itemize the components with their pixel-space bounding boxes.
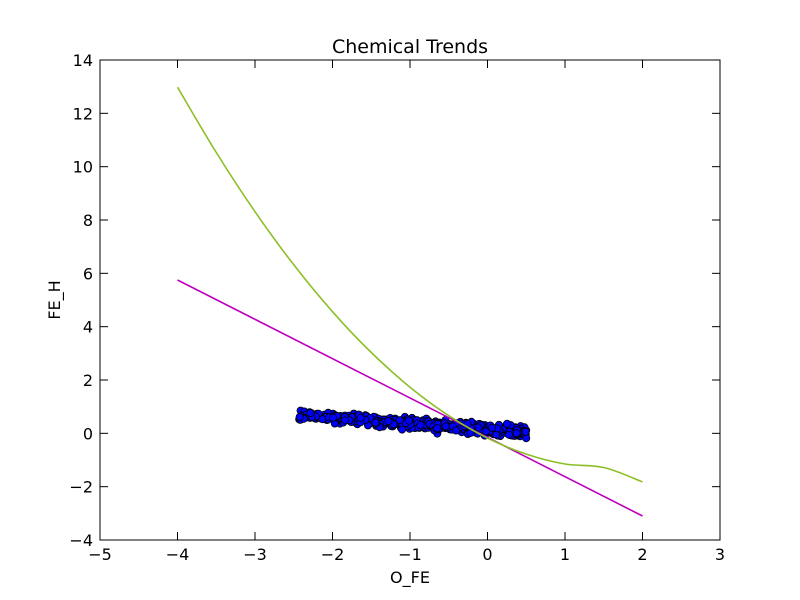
- plot-area: [176, 86, 643, 517]
- y-tick-label: 4: [83, 318, 93, 337]
- scatter-point: [488, 423, 497, 432]
- y-tick-label: −4: [69, 531, 93, 550]
- scatter-point: [398, 425, 407, 434]
- scatter-layer: [295, 406, 531, 443]
- line-layer: [176, 86, 643, 517]
- scatter-point: [328, 413, 337, 422]
- x-tick-label: −2: [321, 545, 345, 564]
- scatter-point: [441, 422, 450, 431]
- x-tick-label: −4: [166, 545, 190, 564]
- scatter-point: [384, 417, 393, 426]
- x-tick-label: 3: [715, 545, 725, 564]
- scatter-point: [504, 430, 513, 439]
- x-tick-label: −5: [88, 545, 112, 564]
- scatter-point: [451, 426, 460, 435]
- y-tick-label: 2: [83, 371, 93, 390]
- plot-frame: [99, 59, 721, 541]
- scatter-point: [306, 409, 315, 418]
- x-axis-label: O_FE: [390, 568, 430, 588]
- scatter-point: [481, 427, 490, 436]
- scatter-point: [295, 412, 304, 421]
- y-tick-label: −2: [69, 478, 93, 497]
- x-tick-label: 0: [482, 545, 492, 564]
- y-tick-label: 14: [73, 51, 93, 70]
- scatter-point: [521, 427, 530, 436]
- scatter-point: [502, 419, 511, 428]
- scatter-point: [433, 424, 442, 433]
- y-axis-ticks: −4 −2 0 2 4 6 8 10 12 14: [69, 51, 720, 550]
- series-line-2: [176, 86, 643, 483]
- x-axis-ticks: −5 −4 −3 −2 −1 0 1 2 3: [88, 60, 725, 564]
- scatter-point: [404, 416, 413, 425]
- scatter-point: [356, 413, 365, 422]
- x-tick-label: −3: [243, 545, 267, 564]
- chart-title: Chemical Trends: [332, 36, 488, 58]
- x-tick-label: 2: [637, 545, 647, 564]
- x-tick-label: 1: [560, 545, 570, 564]
- y-tick-label: 6: [83, 264, 93, 283]
- y-tick-label: 8: [83, 211, 93, 230]
- scatter-point: [371, 418, 380, 427]
- scatter-point: [416, 421, 425, 430]
- scatter-point: [512, 429, 521, 438]
- y-tick-label: 10: [73, 158, 93, 177]
- series-line-1: [177, 279, 643, 517]
- scatter-point: [340, 416, 349, 425]
- y-tick-label: 12: [73, 104, 93, 123]
- x-tick-label: −1: [398, 545, 422, 564]
- y-tick-label: 0: [83, 424, 93, 443]
- y-axis-label: FE_H: [45, 280, 65, 319]
